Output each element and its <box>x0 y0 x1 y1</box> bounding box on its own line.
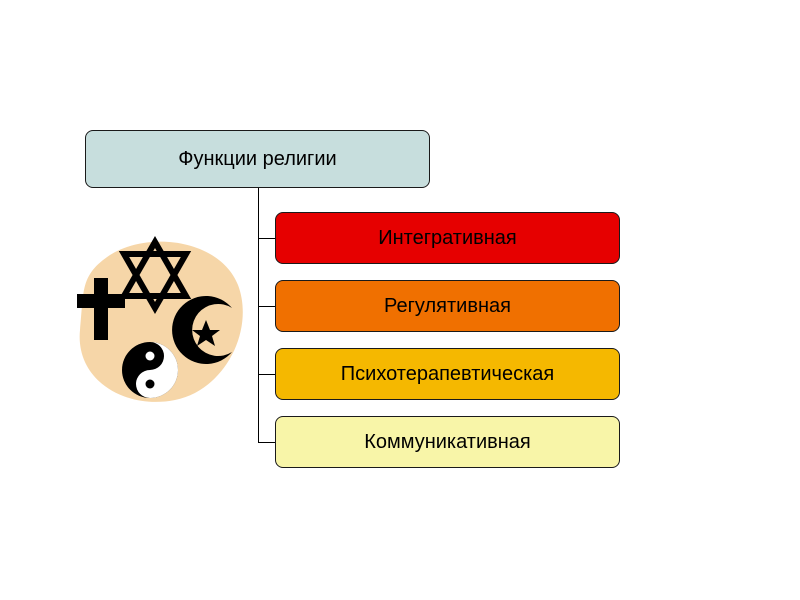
item-label-0: Интегративная <box>378 227 517 250</box>
header-label: Функции религии <box>178 148 336 171</box>
item-label-3: Коммуникативная <box>364 431 531 454</box>
item-box-3: Коммуникативная <box>275 416 620 468</box>
yin-yang-icon <box>122 342 178 398</box>
item-label-2: Психотерапевтическая <box>341 363 554 386</box>
connector-branch-0 <box>258 238 275 239</box>
header-box: Функции религии <box>85 130 430 188</box>
item-box-1: Регулятивная <box>275 280 620 332</box>
religion-symbols-icon <box>70 230 250 410</box>
item-box-2: Психотерапевтическая <box>275 348 620 400</box>
item-label-1: Регулятивная <box>384 295 511 318</box>
connector-branch-2 <box>258 374 275 375</box>
item-box-0: Интегративная <box>275 212 620 264</box>
connector-trunk <box>258 188 259 442</box>
connector-branch-3 <box>258 442 275 443</box>
connector-branch-1 <box>258 306 275 307</box>
